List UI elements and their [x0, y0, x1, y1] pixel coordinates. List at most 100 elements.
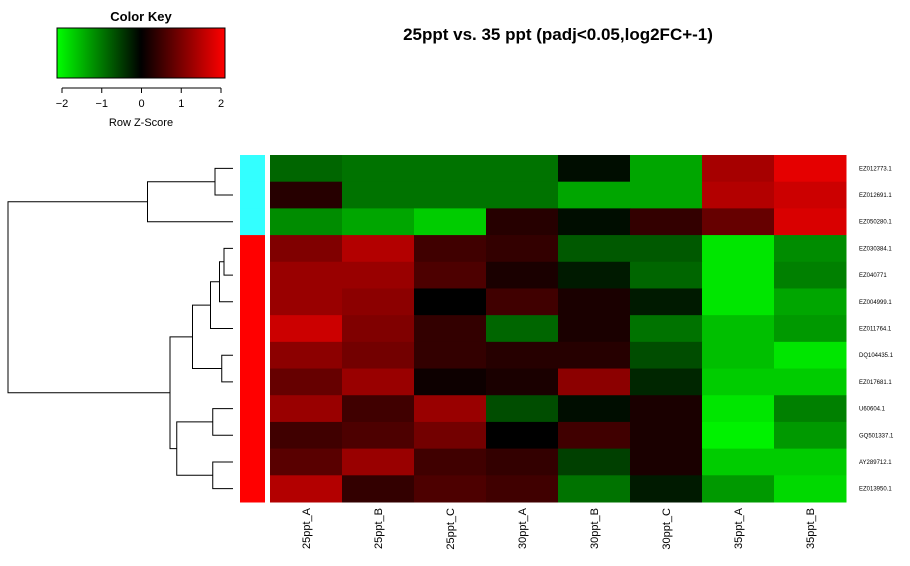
heatmap-cell-EZ012773.1-25ppt_B — [342, 155, 415, 183]
heatmap-cell-GQ501337.1-25ppt_A — [270, 421, 343, 450]
dendrogram-branch — [176, 421, 213, 476]
color-key-tick-label: 0 — [138, 98, 144, 110]
dendrogram-branch — [212, 408, 233, 436]
row-label: GQ501337.1 — [859, 433, 894, 439]
heatmap-cell-EZ040771-25ppt_A — [270, 261, 343, 289]
row-dendrogram — [7, 167, 233, 490]
heatmap-cell-DQ104435.1-35ppt_B — [774, 341, 847, 370]
heatmap-cell-EZ013950.1-30ppt_B — [558, 475, 631, 503]
color-key-gradient — [56, 27, 226, 79]
row-group-bar-EZ012691.1 — [240, 181, 265, 209]
column-label: 25ppt_C — [445, 508, 457, 550]
column-labels: 25ppt_A 25ppt_B 25ppt_C 30ppt_A 30ppt_B 30ppt… — [301, 507, 817, 549]
heatmap-cell-EZ017681.1-30ppt_B — [558, 368, 631, 396]
column-label: 30ppt_B — [589, 508, 601, 549]
column-label: 35ppt_B — [805, 508, 817, 549]
heatmap-cell-DQ104435.1-25ppt_A — [270, 341, 343, 370]
heatmap-cell-EZ011764.1-30ppt_A — [486, 315, 559, 343]
heatmap-cell-U60604.1-30ppt_B — [558, 395, 631, 423]
heatmap-cell-EZ012773.1-25ppt_C — [414, 155, 487, 183]
row-label: EZ017681.1 — [859, 380, 892, 386]
heatmap-cell-DQ104435.1-35ppt_A — [702, 341, 775, 370]
dendrogram-branch — [219, 261, 233, 303]
heatmap-cell-EZ050280.1-30ppt_B — [558, 208, 631, 236]
heatmap-cell-EZ040771-30ppt_C — [630, 261, 703, 289]
row-group-bar-AY289712.1 — [240, 448, 265, 476]
row-label: EZ040771 — [859, 273, 887, 279]
heatmap-cell-EZ004999.1-25ppt_B — [342, 288, 415, 316]
column-label: 25ppt_A — [301, 507, 313, 549]
heatmap-cell-U60604.1-35ppt_B — [774, 395, 847, 423]
heatmap-cell-EZ050280.1-35ppt_A — [702, 208, 775, 236]
heatmap-cell-EZ030384.1-30ppt_C — [630, 235, 703, 263]
heatmap-cell-EZ004999.1-25ppt_A — [270, 288, 343, 316]
heatmap-cell-EZ012773.1-30ppt_B — [558, 155, 631, 183]
heatmap-cell-EZ012773.1-35ppt_B — [774, 155, 847, 183]
heatmap-cell-AY289712.1-25ppt_C — [414, 448, 487, 476]
heatmap-cell-EZ012691.1-35ppt_B — [774, 181, 847, 209]
row-labels: EZ012773.1 EZ012691.1 EZ050280.1 EZ030384.1… — [859, 166, 894, 492]
heatmap-cells — [270, 155, 847, 503]
heatmap-cell-AY289712.1-30ppt_A — [486, 448, 559, 476]
column-label: 30ppt_C — [661, 508, 673, 550]
heatmap-cell-EZ040771-25ppt_C — [414, 261, 487, 289]
heatmap-cell-EZ050280.1-35ppt_B — [774, 208, 847, 236]
row-label: DQ104435.1 — [859, 353, 894, 359]
color-key: Color Key −2 −1 0 1 2 Row Z-Score — [56, 9, 226, 129]
heatmap-cell-EZ013950.1-25ppt_C — [414, 475, 487, 503]
heatmap-cell-EZ013950.1-30ppt_A — [486, 475, 559, 503]
color-key-title: Color Key — [110, 9, 172, 24]
heatmap-cell-EZ030384.1-35ppt_B — [774, 235, 847, 263]
row-group-bar-U60604.1 — [240, 395, 265, 423]
heatmap-cell-EZ011764.1-25ppt_A — [270, 315, 343, 343]
heatmap-cell-EZ004999.1-35ppt_B — [774, 288, 847, 316]
heatmap-cell-EZ011764.1-30ppt_B — [558, 315, 631, 343]
heatmap-cell-EZ013950.1-30ppt_C — [630, 475, 703, 503]
color-key-tick-label: 2 — [218, 98, 224, 110]
heatmap-cell-EZ004999.1-30ppt_B — [558, 288, 631, 316]
heatmap-cell-EZ011764.1-35ppt_B — [774, 315, 847, 343]
heatmap-cell-EZ050280.1-25ppt_B — [342, 208, 415, 236]
color-key-tick-label: −2 — [56, 98, 69, 110]
heatmap-cell-EZ017681.1-25ppt_C — [414, 368, 487, 396]
heatmap-cell-EZ012691.1-30ppt_A — [486, 181, 559, 209]
row-group-bar-EZ011764.1 — [240, 315, 265, 343]
heatmap-cell-AY289712.1-35ppt_B — [774, 448, 847, 476]
chart-title: 25ppt vs. 35 ppt (padj<0.05,log2FC+-1) — [403, 25, 713, 44]
heatmap-cell-EZ011764.1-30ppt_C — [630, 315, 703, 343]
heatmap-cell-EZ050280.1-25ppt_C — [414, 208, 487, 236]
heatmap-cell-EZ012773.1-30ppt_A — [486, 155, 559, 183]
heatmap-cell-AY289712.1-30ppt_C — [630, 448, 703, 476]
dendrogram-branch — [223, 247, 233, 276]
heatmap-cell-EZ013950.1-35ppt_B — [774, 475, 847, 503]
color-key-xlabel: Row Z-Score — [109, 117, 173, 129]
heatmap-cell-GQ501337.1-30ppt_B — [558, 421, 631, 450]
heatmap-cell-EZ013950.1-25ppt_B — [342, 475, 415, 503]
row-group-bar-EZ017681.1 — [240, 368, 265, 396]
column-label: 35ppt_A — [733, 507, 745, 549]
heatmap-cell-EZ040771-25ppt_B — [342, 261, 415, 289]
row-group-bar-EZ012773.1 — [240, 155, 265, 183]
heatmap-cell-EZ040771-35ppt_A — [702, 261, 775, 289]
heatmap-cell-AY289712.1-30ppt_B — [558, 448, 631, 476]
row-label: U60604.1 — [859, 407, 886, 413]
heatmap-cell-DQ104435.1-30ppt_A — [486, 341, 559, 370]
color-key-axis: −2 −1 0 1 2 — [56, 87, 224, 110]
heatmap-cell-EZ030384.1-25ppt_C — [414, 235, 487, 263]
column-label: 25ppt_B — [373, 508, 385, 549]
row-group-bar-DQ104435.1 — [240, 341, 265, 370]
heatmap-cell-EZ012691.1-25ppt_A — [270, 181, 343, 209]
dendrogram-branch — [210, 281, 233, 329]
heatmap-cell-EZ030384.1-30ppt_B — [558, 235, 631, 263]
heatmap-cell-EZ004999.1-30ppt_A — [486, 288, 559, 316]
heatmap-cell-EZ040771-30ppt_B — [558, 261, 631, 289]
heatmap-cell-EZ017681.1-30ppt_C — [630, 368, 703, 396]
heatmap-cell-AY289712.1-35ppt_A — [702, 448, 775, 476]
heatmap-cell-EZ012691.1-30ppt_C — [630, 181, 703, 209]
heatmap-cell-EZ050280.1-30ppt_A — [486, 208, 559, 236]
heatmap-cell-EZ050280.1-30ppt_C — [630, 208, 703, 236]
heatmap-cell-EZ012691.1-30ppt_B — [558, 181, 631, 209]
dendrogram-branch — [7, 201, 170, 394]
row-group-bar-EZ050280.1 — [240, 208, 265, 236]
